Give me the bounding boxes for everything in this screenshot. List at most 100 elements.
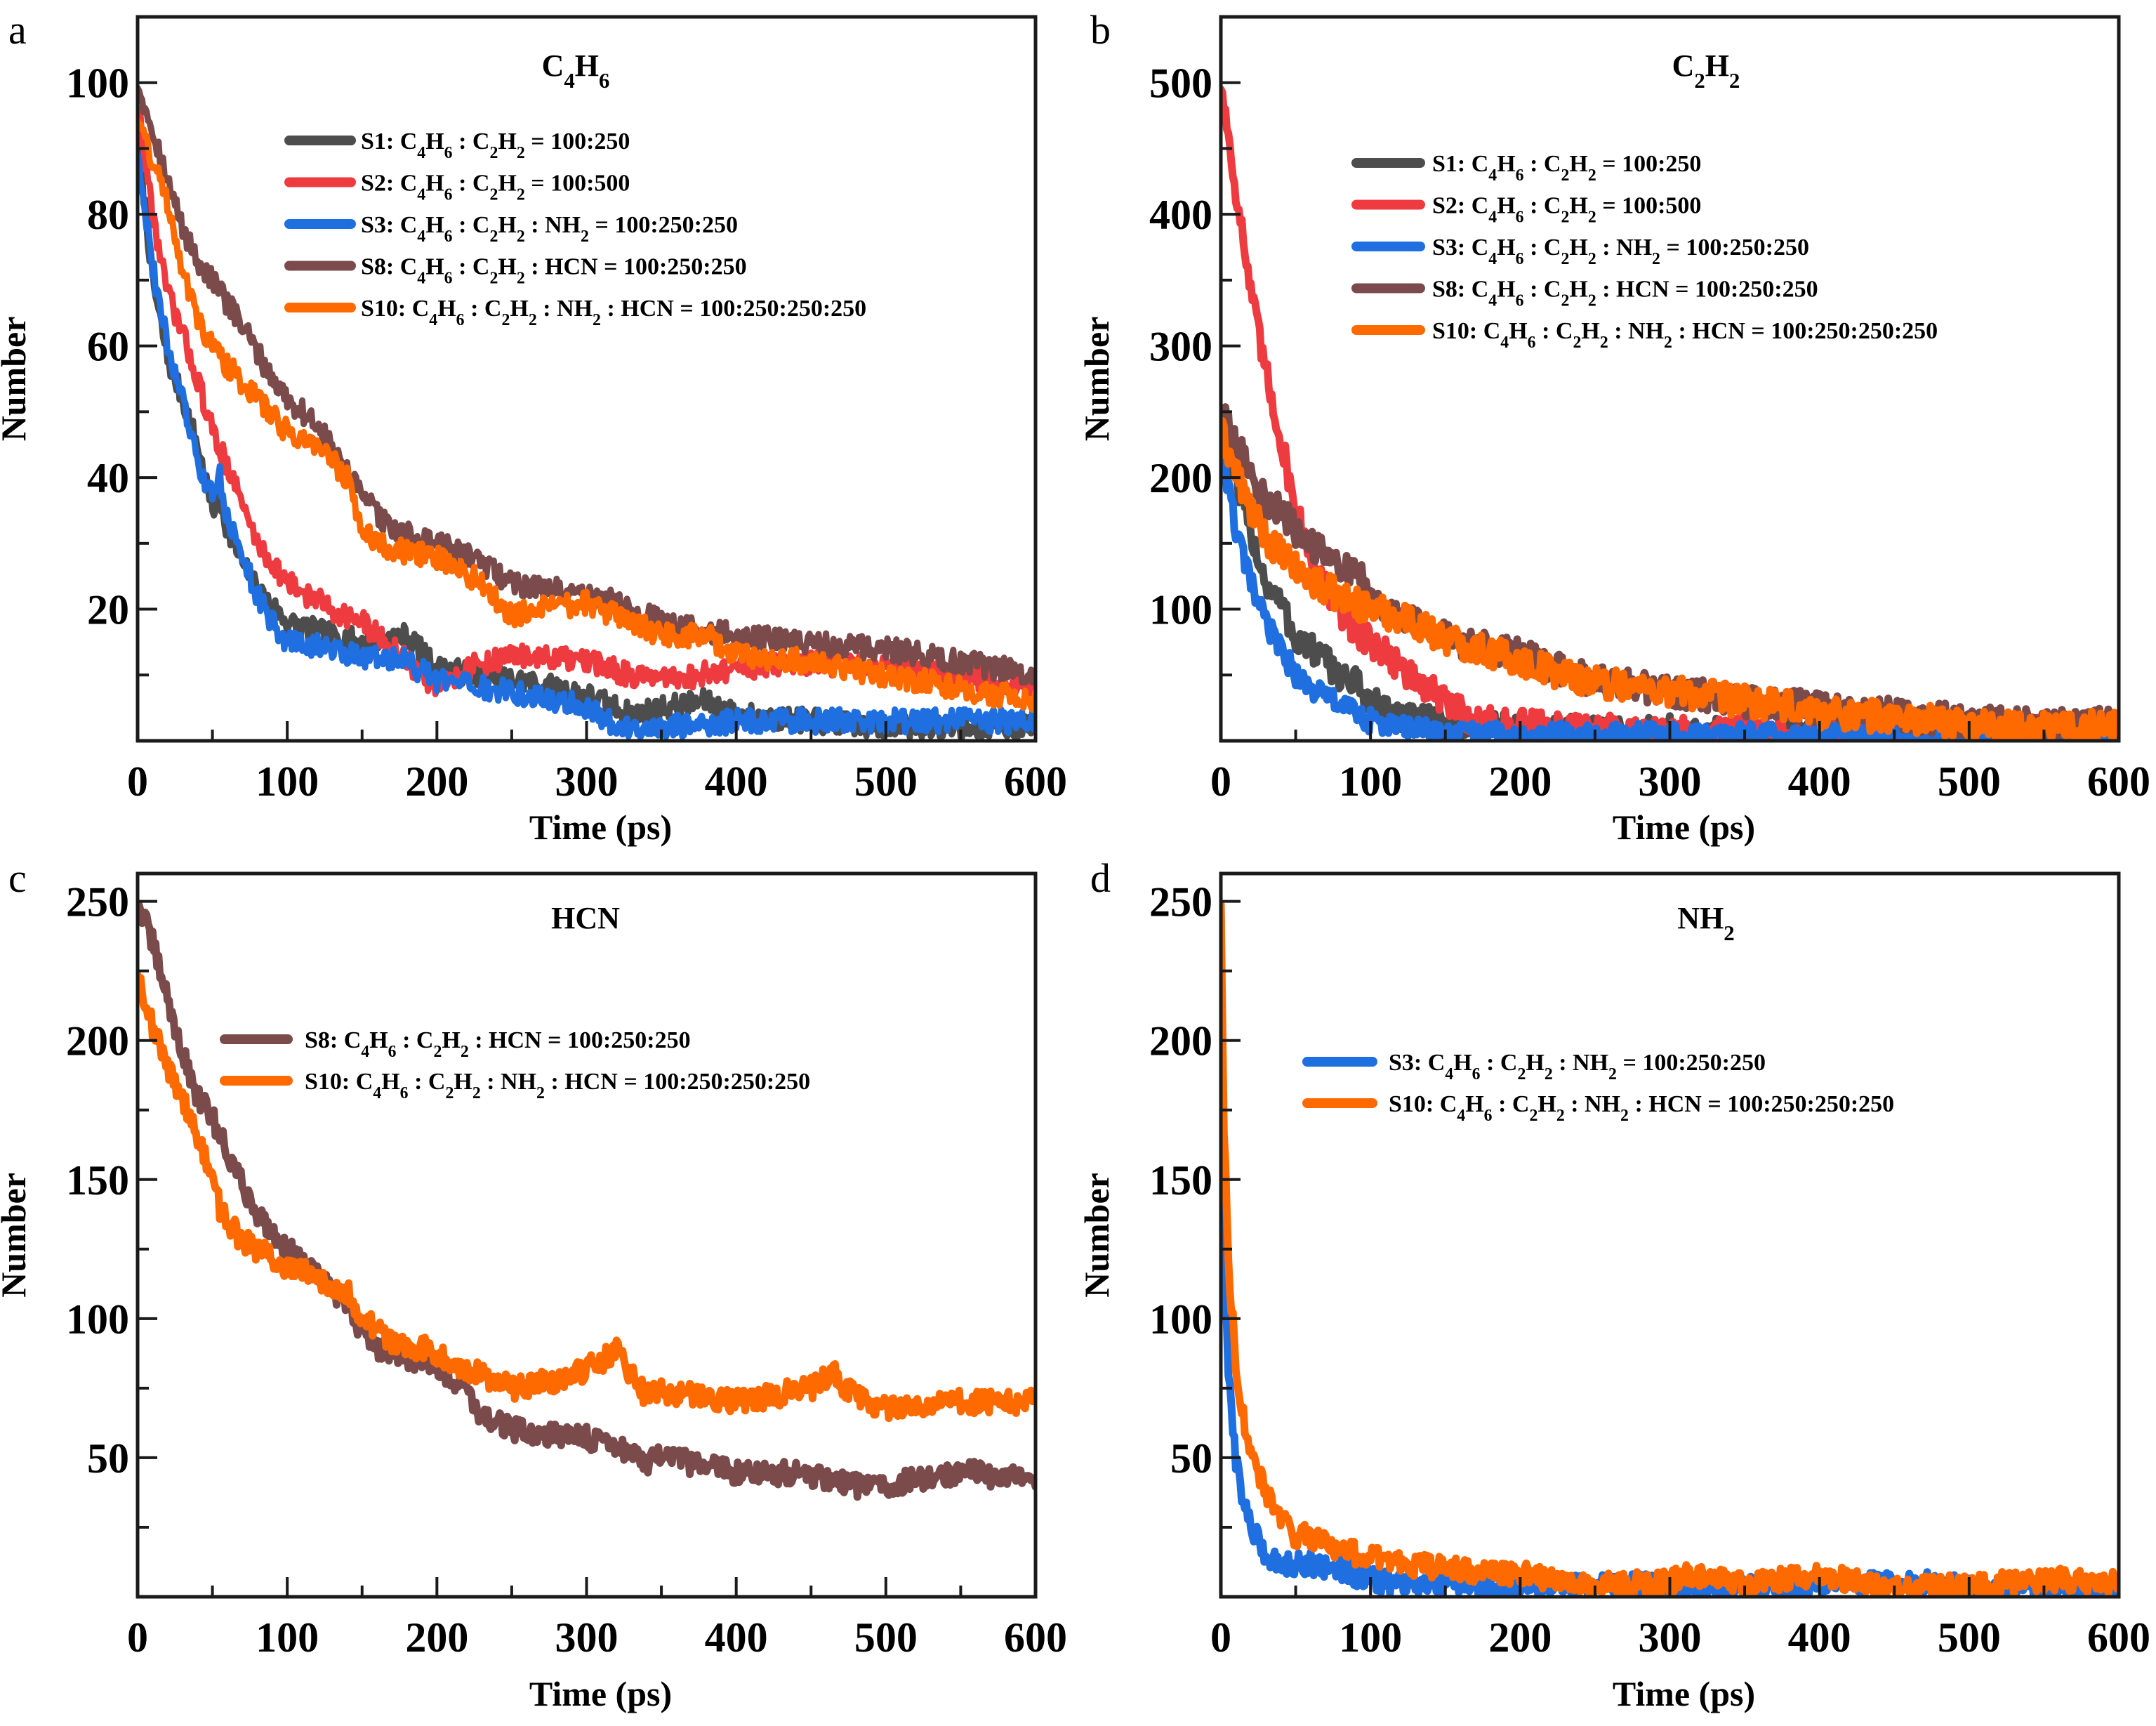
legend-item: S10: C4H6 : C2H2 : NH2 : HCN = 100:250:2… [284,296,866,329]
x-tick-label: 0 [127,758,148,805]
legend-label: S3: C4H6 : C2H2 : NH2 = 100:250:250 [361,212,738,246]
series-line-s10 [138,117,1036,713]
panel-letter: a [8,7,27,53]
panel-letter: b [1090,7,1111,53]
x-tick-label: 600 [1004,758,1067,805]
x-tick-label: 500 [854,1614,918,1661]
y-tick-label: 20 [87,587,129,633]
legend-item: S1: C4H6 : C2H2 = 100:250 [1351,151,1701,185]
panel-letter: d [1090,855,1111,901]
x-tick-label: 300 [1639,758,1702,805]
legend-item: S2: C4H6 : C2H2 = 100:500 [1351,193,1701,227]
x-tick-label: 0 [1210,1614,1231,1661]
y-tick-label: 100 [66,1296,129,1343]
x-tick-label: 500 [1938,1614,2001,1661]
x-tick-label: 0 [127,1614,148,1661]
y-tick-label: 60 [87,324,129,370]
legend-label: S2: C4H6 : C2H2 = 100:500 [1432,193,1701,227]
y-tick-label: 100 [1149,587,1212,633]
panel-letter: c [8,855,27,901]
y-axis-label: Number [0,317,33,442]
y-tick-label: 50 [1170,1435,1212,1482]
y-axis-label: Number [1077,317,1116,442]
x-tick-label: 400 [705,1614,768,1661]
series-line-s2 [1221,85,2119,741]
legend-label: S8: C4H6 : C2H2 : HCN = 100:250:250 [305,1027,691,1061]
legend-item: S10: C4H6 : C2H2 : NH2 : HCN = 100:250:2… [1351,318,1938,352]
series-group [1221,85,2119,741]
y-tick-label: 150 [66,1157,129,1204]
y-tick-label: 250 [1149,879,1212,925]
x-tick-label: 100 [1339,1614,1402,1661]
legend: S1: C4H6 : C2H2 = 100:250 S2: C4H6 : C2H2… [1351,151,1938,352]
y-tick-label: 200 [1149,455,1212,501]
legend-item: S3: C4H6 : C2H2 : NH2 = 100:250:250 [1302,1050,1766,1083]
x-tick-label: 0 [1210,758,1231,805]
legend-item: S3: C4H6 : C2H2 : NH2 = 100:250:250 [1351,235,1809,268]
legend-label: S10: C4H6 : C2H2 : NH2 : HCN = 100:250:2… [1389,1091,1894,1125]
panel-title: HCN [551,901,620,935]
legend-label: S8: C4H6 : C2H2 : HCN = 100:250:250 [361,254,747,288]
y-tick-label: 80 [87,192,129,238]
panel-c: c 0 100 200 300 400 500 600 50 100 150 200 250 Time (… [0,855,1067,1713]
legend-item: S8: C4H6 : C2H2 : HCN = 100:250:250 [284,254,747,288]
series-line-s10 [138,971,1036,1423]
legend-label: S8: C4H6 : C2H2 : HCN = 100:250:250 [1432,277,1818,310]
x-axis-label: Time (ps) [1613,1674,1755,1713]
series-line-s3 [1221,901,2119,1597]
legend-label: S1: C4H6 : C2H2 = 100:250 [1432,151,1701,185]
x-axis-label: Time (ps) [529,1674,672,1713]
x-axis-label: Time (ps) [1613,808,1755,847]
y-axis-label: Number [1077,1173,1116,1298]
x-tick-label: 200 [405,1614,468,1661]
x-tick-label: 100 [1339,758,1402,805]
legend-label: S10: C4H6 : C2H2 : NH2 : HCN = 100:250:2… [305,1069,810,1102]
plot-frame [1219,871,2121,1599]
panel-a: a 0 100 200 300 400 500 600 20 40 60 80 100 Time (ps)… [0,7,1067,847]
x-tick-label: 300 [555,758,619,805]
x-axis-label: Time (ps) [529,808,672,847]
y-tick-label: 150 [1149,1157,1212,1204]
y-tick-label: 40 [87,455,129,501]
legend: S3: C4H6 : C2H2 : NH2 = 100:250:250 S10: … [1302,1050,1894,1125]
legend-label: S10: C4H6 : C2H2 : NH2 : HCN = 100:250:2… [1432,318,1938,352]
y-axis-label: Number [0,1173,33,1298]
x-tick-label: 200 [1488,758,1552,805]
legend-item: S10: C4H6 : C2H2 : NH2 : HCN = 100:250:2… [220,1069,810,1102]
y-tick-label: 200 [1149,1018,1212,1065]
legend-item: S1: C4H6 : C2H2 = 100:250 [284,129,630,162]
panel-title: C4H6 [542,48,610,93]
y-tick-label: 300 [1149,324,1212,370]
legend-label: S3: C4H6 : C2H2 : NH2 = 100:250:250 [1432,235,1809,268]
x-tick-label: 500 [854,758,918,805]
legend-item: S2: C4H6 : C2H2 = 100:500 [284,171,630,204]
legend-label: S3: C4H6 : C2H2 : NH2 = 100:250:250 [1389,1050,1766,1083]
y-tick-label: 250 [66,879,129,925]
series-group [1221,900,2119,1597]
legend-item: S8: C4H6 : C2H2 : HCN = 100:250:250 [1351,277,1818,310]
series-group [138,901,1036,1501]
panel-title: NH2 [1677,901,1734,945]
x-tick-label: 300 [555,1614,619,1661]
series-line-s2 [138,105,1036,698]
legend-item: S8: C4H6 : C2H2 : HCN = 100:250:250 [220,1027,691,1061]
y-tick-label: 100 [1149,1296,1212,1343]
x-tick-label: 500 [1938,758,2001,805]
x-tick-label: 100 [256,1614,319,1661]
legend-item: S10: C4H6 : C2H2 : NH2 : HCN = 100:250:2… [1302,1091,1894,1125]
y-tick-label: 50 [87,1435,129,1482]
panel-b: b 0 100 200 300 400 500 600 100 200 300 400 500 Time … [1077,7,2150,847]
panel-d: d 0 100 200 300 400 500 600 50 100 150 200 250 Time (… [1077,855,2150,1713]
x-tick-label: 600 [1004,1614,1067,1661]
y-tick-label: 500 [1149,60,1212,107]
legend-item: S3: C4H6 : C2H2 : NH2 = 100:250:250 [284,212,738,246]
x-tick-label: 200 [405,758,468,805]
x-tick-label: 400 [1788,1614,1851,1661]
x-tick-label: 300 [1639,1614,1702,1661]
x-tick-label: 100 [256,758,319,805]
legend-label: S1: C4H6 : C2H2 = 100:250 [361,129,630,162]
x-tick-label: 400 [1788,758,1851,805]
x-tick-label: 600 [2087,758,2150,805]
x-tick-label: 600 [2087,1614,2150,1661]
